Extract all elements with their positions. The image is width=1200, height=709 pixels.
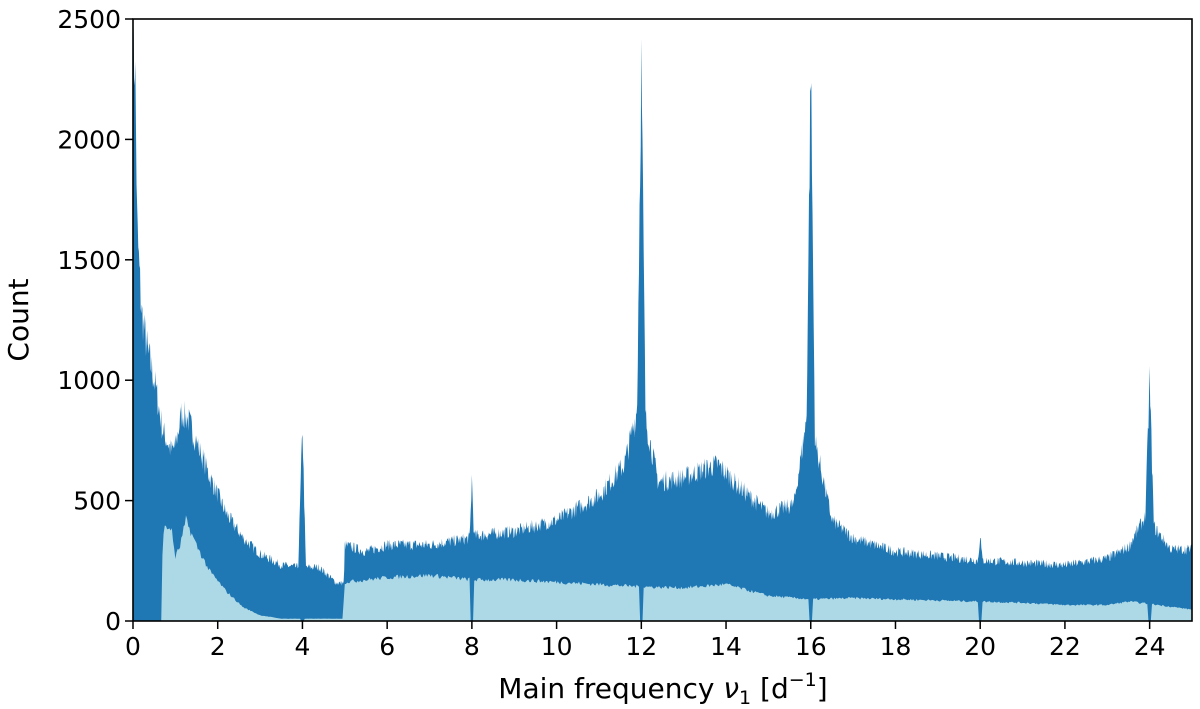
x-tick-label: 8 [464, 632, 480, 661]
x-tick-label: 2 [210, 632, 226, 661]
x-tick-label: 4 [294, 632, 310, 661]
y-tick-label: 2500 [57, 5, 121, 34]
series-light-area [133, 515, 1192, 621]
x-tick-label: 16 [795, 632, 827, 661]
x-tick-label: 6 [379, 632, 395, 661]
x-tick-label: 20 [964, 632, 996, 661]
y-axis-label: Count [2, 278, 35, 361]
x-tick-label: 22 [1049, 632, 1081, 661]
x-axis-ticks: 0 2 4 6 8 10 12 14 16 18 20 22 24 [125, 621, 1166, 661]
y-axis-ticks: 0 500 1000 1500 2000 2500 [57, 5, 133, 636]
x-tick-label: 10 [541, 632, 573, 661]
y-tick-label: 500 [73, 487, 121, 516]
y-tick-label: 0 [105, 607, 121, 636]
series-count-histogram [133, 25, 1192, 622]
x-tick-label: 18 [880, 632, 912, 661]
plot-area [133, 25, 1192, 622]
series-lower-band [133, 515, 1192, 621]
y-tick-label: 1000 [57, 366, 121, 395]
x-axis-label: Main frequency ν1 [d−1] [498, 669, 827, 709]
x-tick-label: 14 [710, 632, 742, 661]
x-tick-label: 0 [125, 632, 141, 661]
y-tick-label: 2000 [57, 125, 121, 154]
series-dark-area [133, 25, 1192, 622]
plot-frame [132, 18, 1193, 622]
x-tick-label: 24 [1134, 632, 1166, 661]
y-tick-label: 1500 [57, 246, 121, 275]
x-tick-label: 12 [625, 632, 657, 661]
